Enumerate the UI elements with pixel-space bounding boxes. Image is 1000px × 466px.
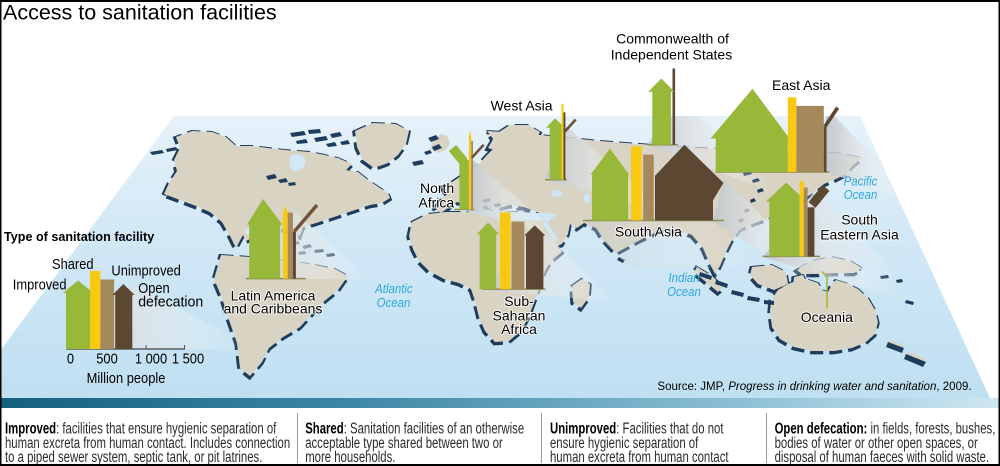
svg-text:Unimproved: Facilities that do: Unimproved: Facilities that do not bbox=[550, 420, 724, 437]
svg-text:Saharan: Saharan bbox=[493, 308, 546, 324]
svg-text:Pacific: Pacific bbox=[844, 174, 878, 189]
svg-text:1 500: 1 500 bbox=[172, 350, 204, 367]
svg-text:West Asia: West Asia bbox=[491, 97, 553, 113]
svg-text:Improved: facilities that ensu: Improved: facilities that ensure hygieni… bbox=[5, 420, 276, 437]
svg-text:Atlantic: Atlantic bbox=[374, 281, 412, 296]
svg-text:Open: Open bbox=[138, 279, 170, 296]
svg-text:more households.: more households. bbox=[305, 449, 395, 466]
svg-text:Sub-: Sub- bbox=[504, 293, 534, 309]
svg-text:Ocean: Ocean bbox=[667, 284, 701, 299]
svg-text:Improved: Improved bbox=[13, 276, 67, 293]
svg-text:500: 500 bbox=[96, 350, 118, 367]
svg-text:North: North bbox=[420, 180, 454, 196]
svg-text:South Asia: South Asia bbox=[615, 224, 682, 240]
svg-text:Latin America: Latin America bbox=[231, 288, 316, 304]
svg-text:acceptable type shared between: acceptable type shared between two or bbox=[305, 434, 503, 451]
svg-text:Africa: Africa bbox=[418, 195, 454, 211]
svg-text:human excreta from human conta: human excreta from human contact. Includ… bbox=[5, 434, 290, 451]
svg-text:Open defecation: in fields, fo: Open defecation: in fields, forests, bus… bbox=[775, 420, 996, 437]
svg-text:Africa: Africa bbox=[501, 321, 537, 337]
svg-text:disposal of human faeces with: disposal of human faeces with solid wast… bbox=[775, 449, 990, 466]
svg-text:Shared: Shared bbox=[52, 255, 94, 272]
svg-text:Commonwealth of: Commonwealth of bbox=[616, 31, 729, 47]
svg-text:defecation: defecation bbox=[138, 294, 203, 310]
svg-text:Indian: Indian bbox=[668, 270, 699, 285]
svg-text:Independent States: Independent States bbox=[611, 46, 732, 62]
svg-text:to a piped sewer system, septi: to a piped sewer system, septic tank, or… bbox=[5, 449, 262, 466]
svg-text:Eastern Asia: Eastern Asia bbox=[820, 227, 899, 243]
svg-text:Oceania: Oceania bbox=[801, 309, 853, 325]
svg-text:bodies of water or other open: bodies of water or other open spaces, or bbox=[775, 434, 979, 451]
svg-text:Ocean: Ocean bbox=[377, 295, 411, 310]
svg-text:Source: JMP, Progress in drink: Source: JMP, Progress in drinking water … bbox=[657, 379, 971, 393]
svg-text:Type of sanitation facility: Type of sanitation facility bbox=[4, 230, 154, 244]
svg-text:Million people: Million people bbox=[87, 369, 166, 386]
svg-text:human excreta from human conta: human excreta from human contact bbox=[550, 449, 729, 466]
svg-text:ensure hygienic separation of: ensure hygienic separation of bbox=[550, 434, 698, 451]
svg-text:0: 0 bbox=[67, 350, 74, 367]
svg-text:South: South bbox=[841, 212, 878, 228]
svg-text:Ocean: Ocean bbox=[844, 187, 878, 202]
svg-text:Access to sanitation facilitie: Access to sanitation facilities bbox=[3, 1, 277, 25]
svg-text:Shared: Sanitation facilities: Shared: Sanitation facilities of an othe… bbox=[305, 420, 524, 437]
svg-text:and Caribbeans: and Caribbeans bbox=[224, 301, 323, 317]
svg-text:1 000: 1 000 bbox=[135, 350, 167, 367]
svg-text:East Asia: East Asia bbox=[772, 77, 831, 93]
svg-text:Unimproved: Unimproved bbox=[111, 262, 180, 279]
